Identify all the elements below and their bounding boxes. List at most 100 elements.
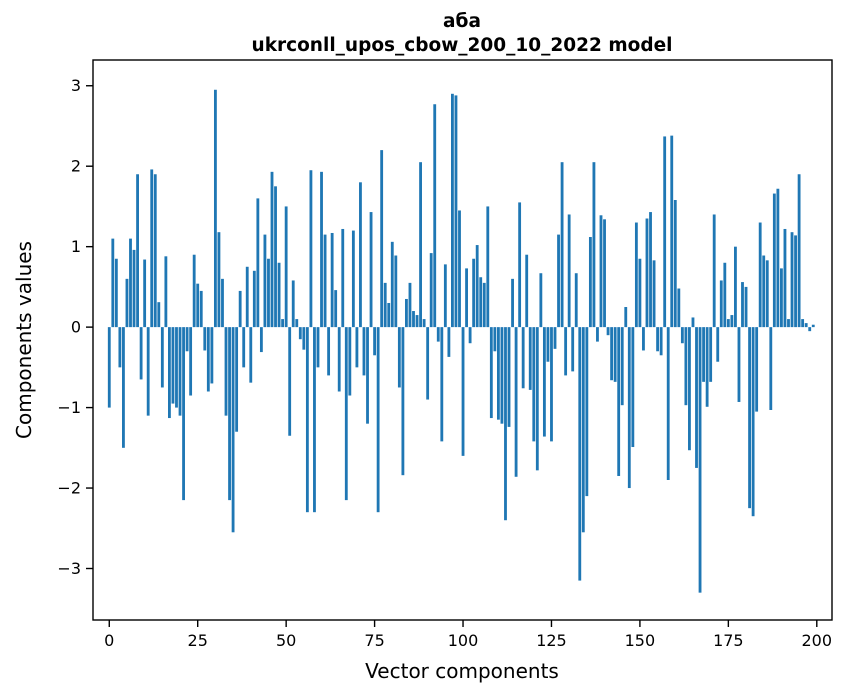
bar [359,182,362,328]
bar [797,174,801,328]
bar [235,327,239,432]
bar [762,255,766,328]
bar [122,327,125,448]
bar [564,327,568,376]
bar [479,277,483,328]
bar [606,327,610,336]
bar [376,327,380,513]
bar [709,327,713,382]
x-tick-label: 125 [536,631,567,650]
bar [245,266,249,328]
x-tick-label: 200 [802,631,833,650]
bar [249,327,253,383]
bar [482,282,486,328]
bar [808,327,812,332]
bar [790,232,794,328]
bar [755,327,759,412]
bar [150,169,154,328]
bar [139,327,143,380]
y-axis-ticks: 3 2 1 0 −1 −2 −3 [57,76,93,578]
bar [313,327,316,513]
bar [231,327,235,533]
y-tick-label: 3 [71,76,81,95]
bar [656,327,660,352]
bar [649,212,652,328]
bar [405,298,408,328]
bar [489,327,493,419]
bar [351,230,355,328]
bar [553,327,557,349]
bar [316,327,320,368]
bar [518,202,522,328]
x-axis-ticks: 0 25 50 75 100 125 150 175 200 [104,620,832,650]
bar [730,315,734,328]
bar [801,319,805,328]
bar [599,215,603,328]
bar [397,327,401,388]
bar [224,327,228,416]
bar [440,327,444,442]
bar [557,234,560,328]
bar [592,162,596,328]
bar [228,327,231,501]
bar [196,283,200,328]
bar [702,327,705,382]
bar [178,327,182,416]
bar [443,264,447,328]
bar [698,327,702,593]
bar [461,327,465,456]
bar [199,290,203,328]
bar [394,255,398,328]
y-tick-label: −2 [57,479,81,498]
bar [581,327,585,533]
bar [631,327,635,448]
bar [532,327,536,442]
bar [758,222,762,328]
bar [206,327,210,392]
bar [705,327,709,407]
bar [171,327,175,404]
bar [734,246,737,328]
bar [288,327,292,436]
bar [680,327,684,344]
bar [334,290,338,328]
x-tick-label: 25 [188,631,208,650]
bar [574,273,578,328]
bar [475,245,479,328]
y-tick-label: −3 [57,559,81,578]
bar [164,256,168,328]
bar [213,89,217,328]
bar [309,170,313,328]
bar [344,327,348,501]
bar [472,258,476,328]
bar [143,259,147,328]
bar [383,282,387,328]
bar [295,319,299,328]
bar [493,327,497,352]
bar [348,327,352,396]
bar [401,327,405,476]
bar [535,327,539,471]
bar [426,327,430,400]
bar [726,319,730,328]
bar [638,258,642,328]
bar [256,198,260,328]
bar [560,162,564,328]
bar [129,238,132,328]
bar [132,249,136,328]
bar [634,222,638,328]
bar [677,288,681,328]
bar [465,268,468,328]
chart-title-line1: аба [443,11,481,32]
bar [157,302,161,328]
bar [337,327,341,392]
bar [486,206,490,328]
bar [673,200,677,328]
bar [603,219,606,328]
bar [433,104,437,328]
bar [291,280,295,328]
x-axis-label: Vector components [365,659,559,683]
bar [521,327,525,389]
bar [305,327,309,513]
